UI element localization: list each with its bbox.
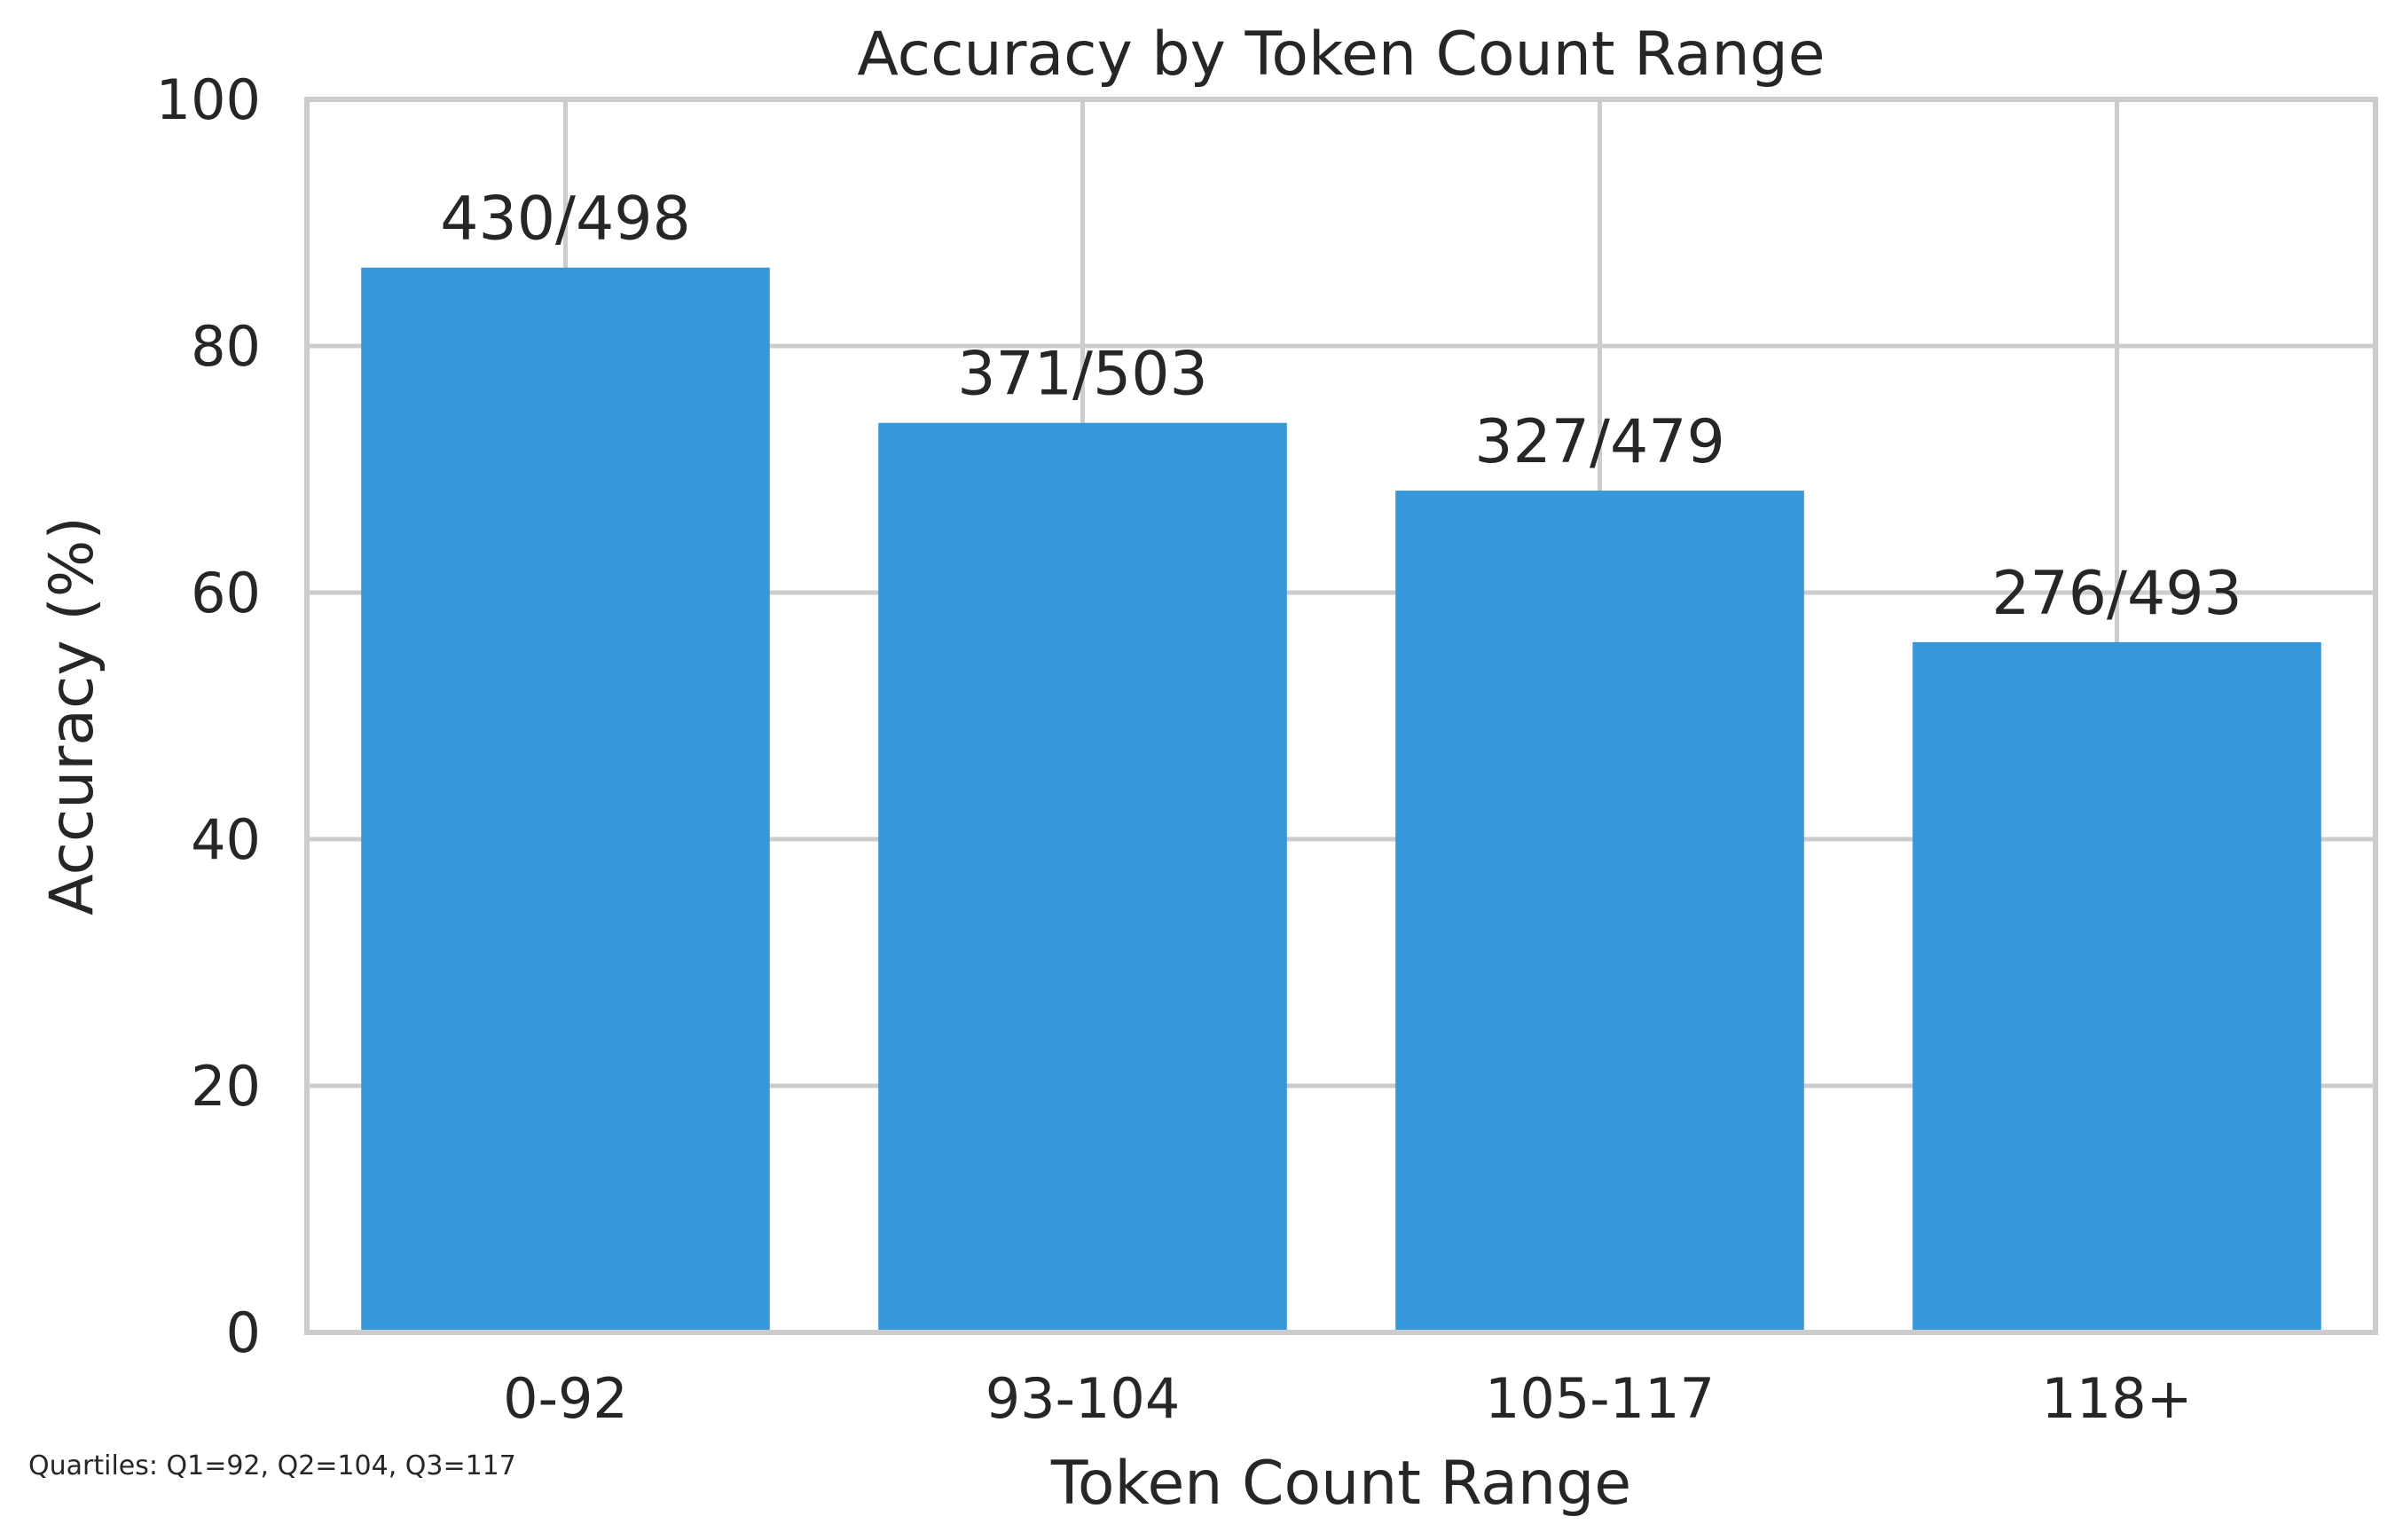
x-tick-label: 105-117 [1485,1366,1715,1431]
y-tick-labels: 0 20 40 60 80 100 [156,67,261,1365]
x-axis-label: Token Count Range [1050,1449,1631,1519]
chart-title: Accuracy by Token Count Range [857,20,1825,90]
bar-value-label: 327/479 [1474,407,1725,477]
data-labels: 430/498 371/503 327/479 276/493 [440,185,2242,629]
plot-frame [304,97,2378,1335]
bar [1912,641,2321,1332]
bar-value-label: 371/503 [957,340,1208,410]
x-tick-label: 93-104 [985,1366,1181,1431]
y-tick-label: 0 [226,1300,261,1365]
bar-value-label: 276/493 [1991,559,2242,629]
bars [361,267,2321,1333]
bar-value-label: 430/498 [440,185,691,255]
y-tick-label: 80 [191,314,261,379]
y-tick-label: 40 [191,807,261,872]
quartiles-footnote: Quartiles: Q1=92, Q2=104, Q3=117 [28,1450,516,1481]
y-axis-label: Accuracy (%) [37,516,107,915]
bar [361,267,770,1332]
x-tick-label: 0-92 [503,1366,628,1431]
bar [1395,491,1804,1332]
x-tick-label: 118+ [2041,1366,2192,1431]
y-tick-label: 100 [156,67,261,132]
x-tick-labels: 0-92 93-104 105-117 118+ [503,1366,2193,1431]
y-tick-label: 60 [191,561,261,625]
bar [878,422,1287,1333]
y-tick-label: 20 [191,1054,261,1119]
